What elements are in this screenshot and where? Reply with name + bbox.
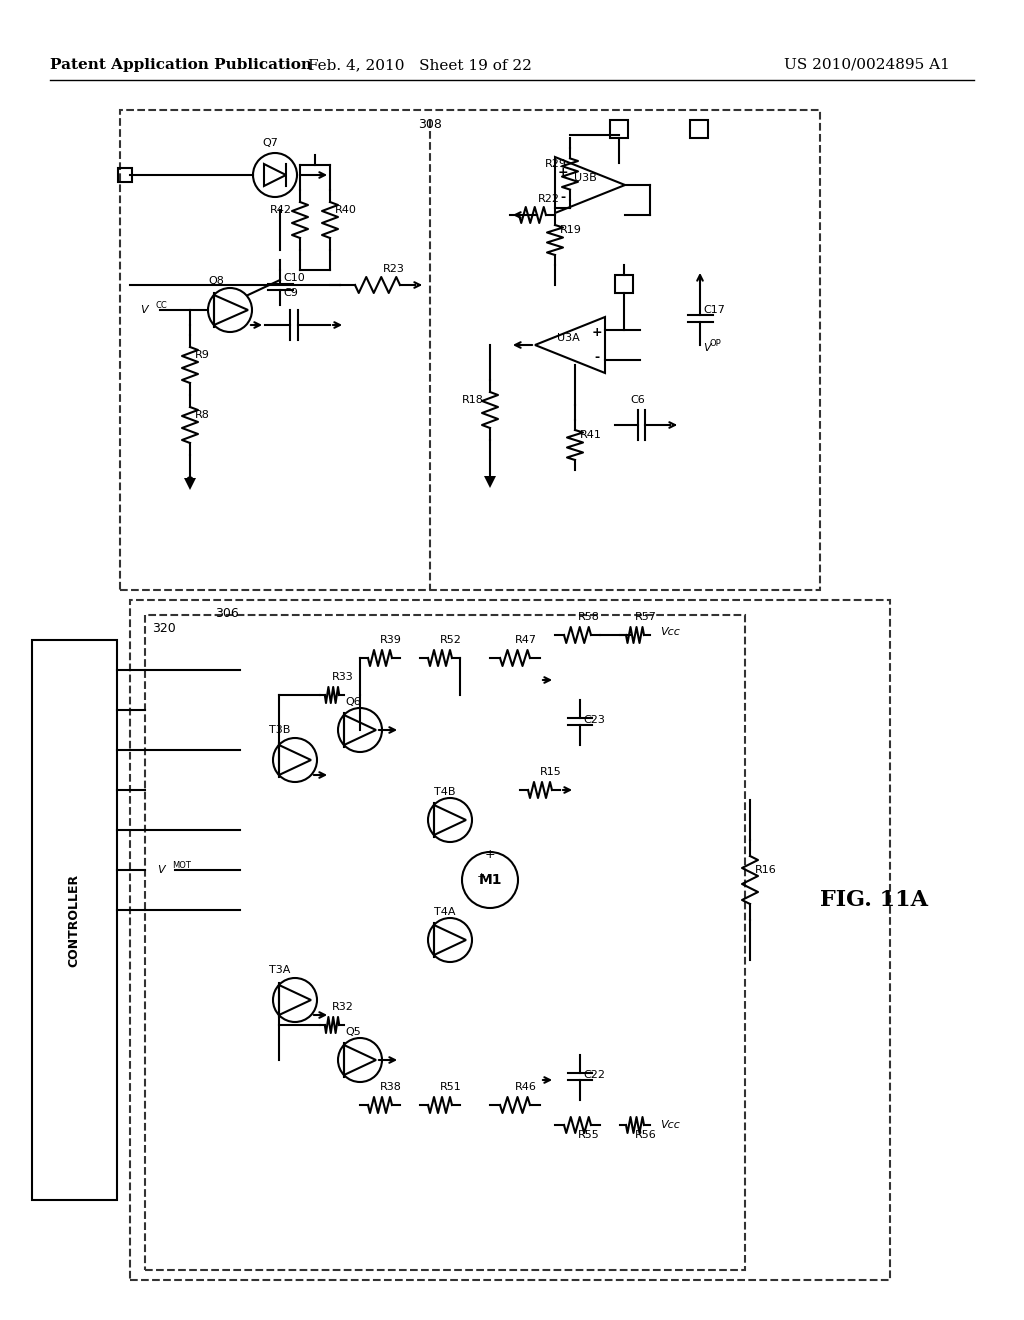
Text: Feb. 4, 2010   Sheet 19 of 22: Feb. 4, 2010 Sheet 19 of 22	[308, 58, 531, 73]
Text: R55: R55	[578, 1130, 599, 1140]
Text: R16: R16	[755, 865, 777, 875]
Text: 320: 320	[152, 622, 176, 635]
Circle shape	[187, 477, 193, 483]
Bar	[120, 110, 820, 590]
Text: Vcc: Vcc	[660, 1119, 680, 1130]
Text: C6: C6	[631, 395, 645, 405]
Text: C9: C9	[284, 288, 298, 298]
Text: OP: OP	[710, 339, 722, 348]
Text: C22: C22	[583, 1071, 605, 1080]
Text: R22: R22	[538, 194, 559, 205]
Text: US 2010/0024895 A1: US 2010/0024895 A1	[784, 58, 950, 73]
Text: Patent Application Publication: Patent Application Publication	[50, 58, 312, 73]
Text: 306: 306	[215, 607, 239, 620]
Text: CC: CC	[155, 301, 167, 310]
Text: R9: R9	[195, 350, 210, 360]
Text: V: V	[140, 305, 148, 315]
Text: T4A: T4A	[434, 907, 456, 917]
Text: R29: R29	[545, 158, 567, 169]
Text: R41: R41	[580, 430, 602, 440]
Bar	[615, 275, 633, 293]
Text: -: -	[560, 191, 565, 203]
Text: R47: R47	[515, 635, 537, 645]
Text: +: +	[477, 873, 486, 882]
Text: R56: R56	[635, 1130, 656, 1140]
Text: +: +	[558, 166, 568, 180]
Text: -: -	[595, 351, 600, 364]
Text: 308: 308	[418, 117, 442, 131]
Bar	[610, 120, 628, 139]
Text: R38: R38	[380, 1082, 401, 1092]
Text: R15: R15	[540, 767, 562, 777]
Text: R33: R33	[332, 672, 353, 682]
Text: R39: R39	[380, 635, 401, 645]
Text: R42: R42	[270, 205, 292, 215]
Bar	[130, 601, 890, 1280]
Text: R19: R19	[560, 224, 582, 235]
Text: V: V	[158, 865, 165, 875]
Text: C17: C17	[703, 305, 725, 315]
Bar	[32, 640, 117, 1200]
Text: FIG. 11A: FIG. 11A	[820, 888, 928, 911]
Text: T3B: T3B	[269, 725, 291, 735]
Text: V: V	[703, 343, 711, 352]
Polygon shape	[484, 477, 496, 488]
Polygon shape	[184, 478, 196, 490]
Text: T3A: T3A	[269, 965, 291, 975]
Text: R23: R23	[383, 264, 404, 275]
Text: R57: R57	[635, 612, 656, 622]
Text: R18: R18	[462, 395, 484, 405]
Text: C23: C23	[583, 715, 605, 725]
Text: M1: M1	[478, 873, 502, 887]
Text: R8: R8	[195, 411, 210, 420]
Text: Q5: Q5	[345, 1027, 360, 1038]
Bar	[118, 168, 132, 182]
Text: MOT: MOT	[172, 861, 190, 870]
Text: C10: C10	[283, 273, 305, 282]
Text: Q6: Q6	[345, 697, 360, 708]
Text: R58: R58	[578, 612, 599, 622]
Text: CONTROLLER: CONTROLLER	[68, 874, 81, 966]
Text: U3B: U3B	[573, 173, 596, 183]
Text: Vcc: Vcc	[660, 627, 680, 638]
Text: R46: R46	[515, 1082, 537, 1092]
Text: U3A: U3A	[557, 333, 580, 343]
Text: R52: R52	[440, 635, 462, 645]
Text: R32: R32	[332, 1002, 354, 1012]
Text: R51: R51	[440, 1082, 462, 1092]
Text: +: +	[592, 326, 602, 339]
Text: T4B: T4B	[434, 787, 456, 797]
Text: Q7: Q7	[262, 139, 278, 148]
Text: +: +	[484, 849, 496, 862]
Text: Q8: Q8	[208, 276, 224, 286]
Text: R40: R40	[335, 205, 357, 215]
Bar	[145, 615, 745, 1270]
Bar	[690, 120, 708, 139]
